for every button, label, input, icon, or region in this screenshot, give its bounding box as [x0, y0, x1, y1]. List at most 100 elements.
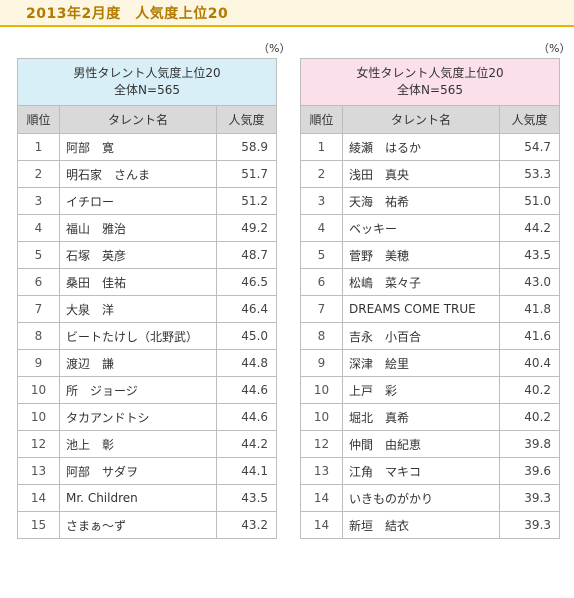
rank-cell: 3: [17, 187, 60, 215]
rank-cell: 3: [300, 187, 343, 215]
table-row: 6 桑田 佳祐 46.5: [17, 268, 278, 296]
talent-name-cell: 浅田 真央: [342, 160, 500, 188]
page-header: 2013年2月度 人気度上位20: [0, 0, 574, 27]
table-caption: 男性タレント人気度上位20 全体N=565: [16, 58, 278, 106]
popularity-value-cell: 44.6: [215, 376, 278, 404]
rank-cell: 4: [17, 214, 60, 242]
popularity-value-cell: 44.2: [498, 214, 561, 242]
rank-cell: 1: [300, 133, 343, 161]
popularity-value-cell: 40.4: [498, 349, 561, 377]
column-header-rank: 順位: [17, 105, 60, 134]
rank-cell: 5: [300, 241, 343, 269]
rank-cell: 12: [17, 430, 60, 458]
table-caption-row: 男性タレント人気度上位20 全体N=565: [16, 58, 278, 106]
popularity-value-cell: 39.8: [498, 430, 561, 458]
table-row: 14 いきものがかり 39.3: [300, 484, 561, 512]
rank-cell: 1: [17, 133, 60, 161]
talent-name-cell: 桑田 佳祐: [59, 268, 217, 296]
popularity-value-cell: 45.0: [215, 322, 278, 350]
table-row: 2 明石家 さんま 51.7: [17, 160, 278, 188]
popularity-value-cell: 41.6: [498, 322, 561, 350]
popularity-value-cell: 51.2: [215, 187, 278, 215]
rank-cell: 10: [17, 403, 60, 431]
table-row: 8 吉永 小百合 41.6: [300, 322, 561, 350]
rank-cell: 12: [300, 430, 343, 458]
talent-name-cell: いきものがかり: [342, 484, 500, 512]
popularity-value-cell: 46.5: [215, 268, 278, 296]
rank-cell: 13: [17, 457, 60, 485]
table-row: 12 仲間 由紀恵 39.8: [300, 430, 561, 458]
popularity-value-cell: 43.0: [498, 268, 561, 296]
talent-name-cell: 池上 彰: [59, 430, 217, 458]
popularity-value-cell: 44.1: [215, 457, 278, 485]
popularity-value-cell: 54.7: [498, 133, 561, 161]
page-title: 2013年2月度 人気度上位20: [26, 6, 229, 22]
talent-name-cell: さまぁ～ず: [59, 511, 217, 539]
talent-name-cell: 深津 絵里: [342, 349, 500, 377]
rank-cell: 8: [300, 322, 343, 350]
talent-name-cell: タカアンドトシ: [59, 403, 217, 431]
caption-sample-size: 全体N=565: [397, 83, 463, 97]
popularity-value-cell: 44.8: [215, 349, 278, 377]
popularity-value-cell: 43.5: [215, 484, 278, 512]
table-row: 1 阿部 寛 58.9: [17, 133, 278, 161]
table-row: 10 上戸 彩 40.2: [300, 376, 561, 404]
table-row: 4 福山 雅治 49.2: [17, 214, 278, 242]
rank-cell: 9: [300, 349, 343, 377]
column-header-rank: 順位: [300, 105, 343, 134]
table-row: 13 江角 マキコ 39.6: [300, 457, 561, 485]
table-row: 1 綾瀬 はるか 54.7: [300, 133, 561, 161]
popularity-value-cell: 49.2: [215, 214, 278, 242]
rank-cell: 15: [17, 511, 60, 539]
popularity-value-cell: 44.6: [215, 403, 278, 431]
talent-name-cell: Mr. Children: [59, 484, 217, 512]
rank-cell: 14: [17, 484, 60, 512]
table-row: 12 池上 彰 44.2: [17, 430, 278, 458]
table-header-row: 順位 タレント名 人気度: [17, 105, 278, 134]
popularity-value-cell: 58.9: [215, 133, 278, 161]
popularity-value-cell: 39.6: [498, 457, 561, 485]
column-header-name: タレント名: [342, 105, 500, 134]
female-ranking-table: 女性タレント人気度上位20 全体N=565 順位 タレント名 人気度 1 綾瀬 はるか 54.…: [299, 58, 561, 539]
talent-name-cell: 松嶋 菜々子: [342, 268, 500, 296]
rank-cell: 6: [17, 268, 60, 296]
column-header-name: タレント名: [59, 105, 217, 134]
popularity-value-cell: 39.3: [498, 511, 561, 539]
talent-name-cell: 上戸 彩: [342, 376, 500, 404]
talent-name-cell: 綾瀬 はるか: [342, 133, 500, 161]
popularity-value-cell: 41.8: [498, 295, 561, 323]
rank-cell: 9: [17, 349, 60, 377]
column-header-popularity: 人気度: [498, 105, 561, 134]
rank-cell: 10: [300, 376, 343, 404]
popularity-value-cell: 39.3: [498, 484, 561, 512]
table-header-row: 順位 タレント名 人気度: [300, 105, 561, 134]
caption-title: 女性タレント人気度上位20: [356, 66, 504, 80]
rank-cell: 4: [300, 214, 343, 242]
table-row: 14 新垣 結衣 39.3: [300, 511, 561, 539]
table-row: 7 大泉 洋 46.4: [17, 295, 278, 323]
popularity-value-cell: 40.2: [498, 376, 561, 404]
popularity-value-cell: 51.7: [215, 160, 278, 188]
popularity-value-cell: 48.7: [215, 241, 278, 269]
rank-cell: 8: [17, 322, 60, 350]
rank-cell: 10: [300, 403, 343, 431]
table-row: 15 さまぁ～ず 43.2: [17, 511, 278, 539]
talent-name-cell: 大泉 洋: [59, 295, 217, 323]
male-ranking-table: 男性タレント人気度上位20 全体N=565 順位 タレント名 人気度 1 阿部 寛 58.9 2…: [16, 58, 278, 539]
rank-cell: 2: [300, 160, 343, 188]
popularity-value-cell: 46.4: [215, 295, 278, 323]
rank-cell: 6: [300, 268, 343, 296]
talent-name-cell: ビートたけし（北野武）: [59, 322, 217, 350]
column-header-popularity: 人気度: [215, 105, 278, 134]
talent-name-cell: 阿部 寛: [59, 133, 217, 161]
percent-unit-label: （%）: [538, 42, 571, 55]
table-row: 4 ベッキー 44.2: [300, 214, 561, 242]
popularity-value-cell: 43.2: [215, 511, 278, 539]
popularity-value-cell: 51.0: [498, 187, 561, 215]
rank-cell: 2: [17, 160, 60, 188]
table-caption: 女性タレント人気度上位20 全体N=565: [299, 58, 561, 106]
talent-name-cell: 吉永 小百合: [342, 322, 500, 350]
table-row: 10 タカアンドトシ 44.6: [17, 403, 278, 431]
table-row: 9 深津 絵里 40.4: [300, 349, 561, 377]
rank-cell: 13: [300, 457, 343, 485]
